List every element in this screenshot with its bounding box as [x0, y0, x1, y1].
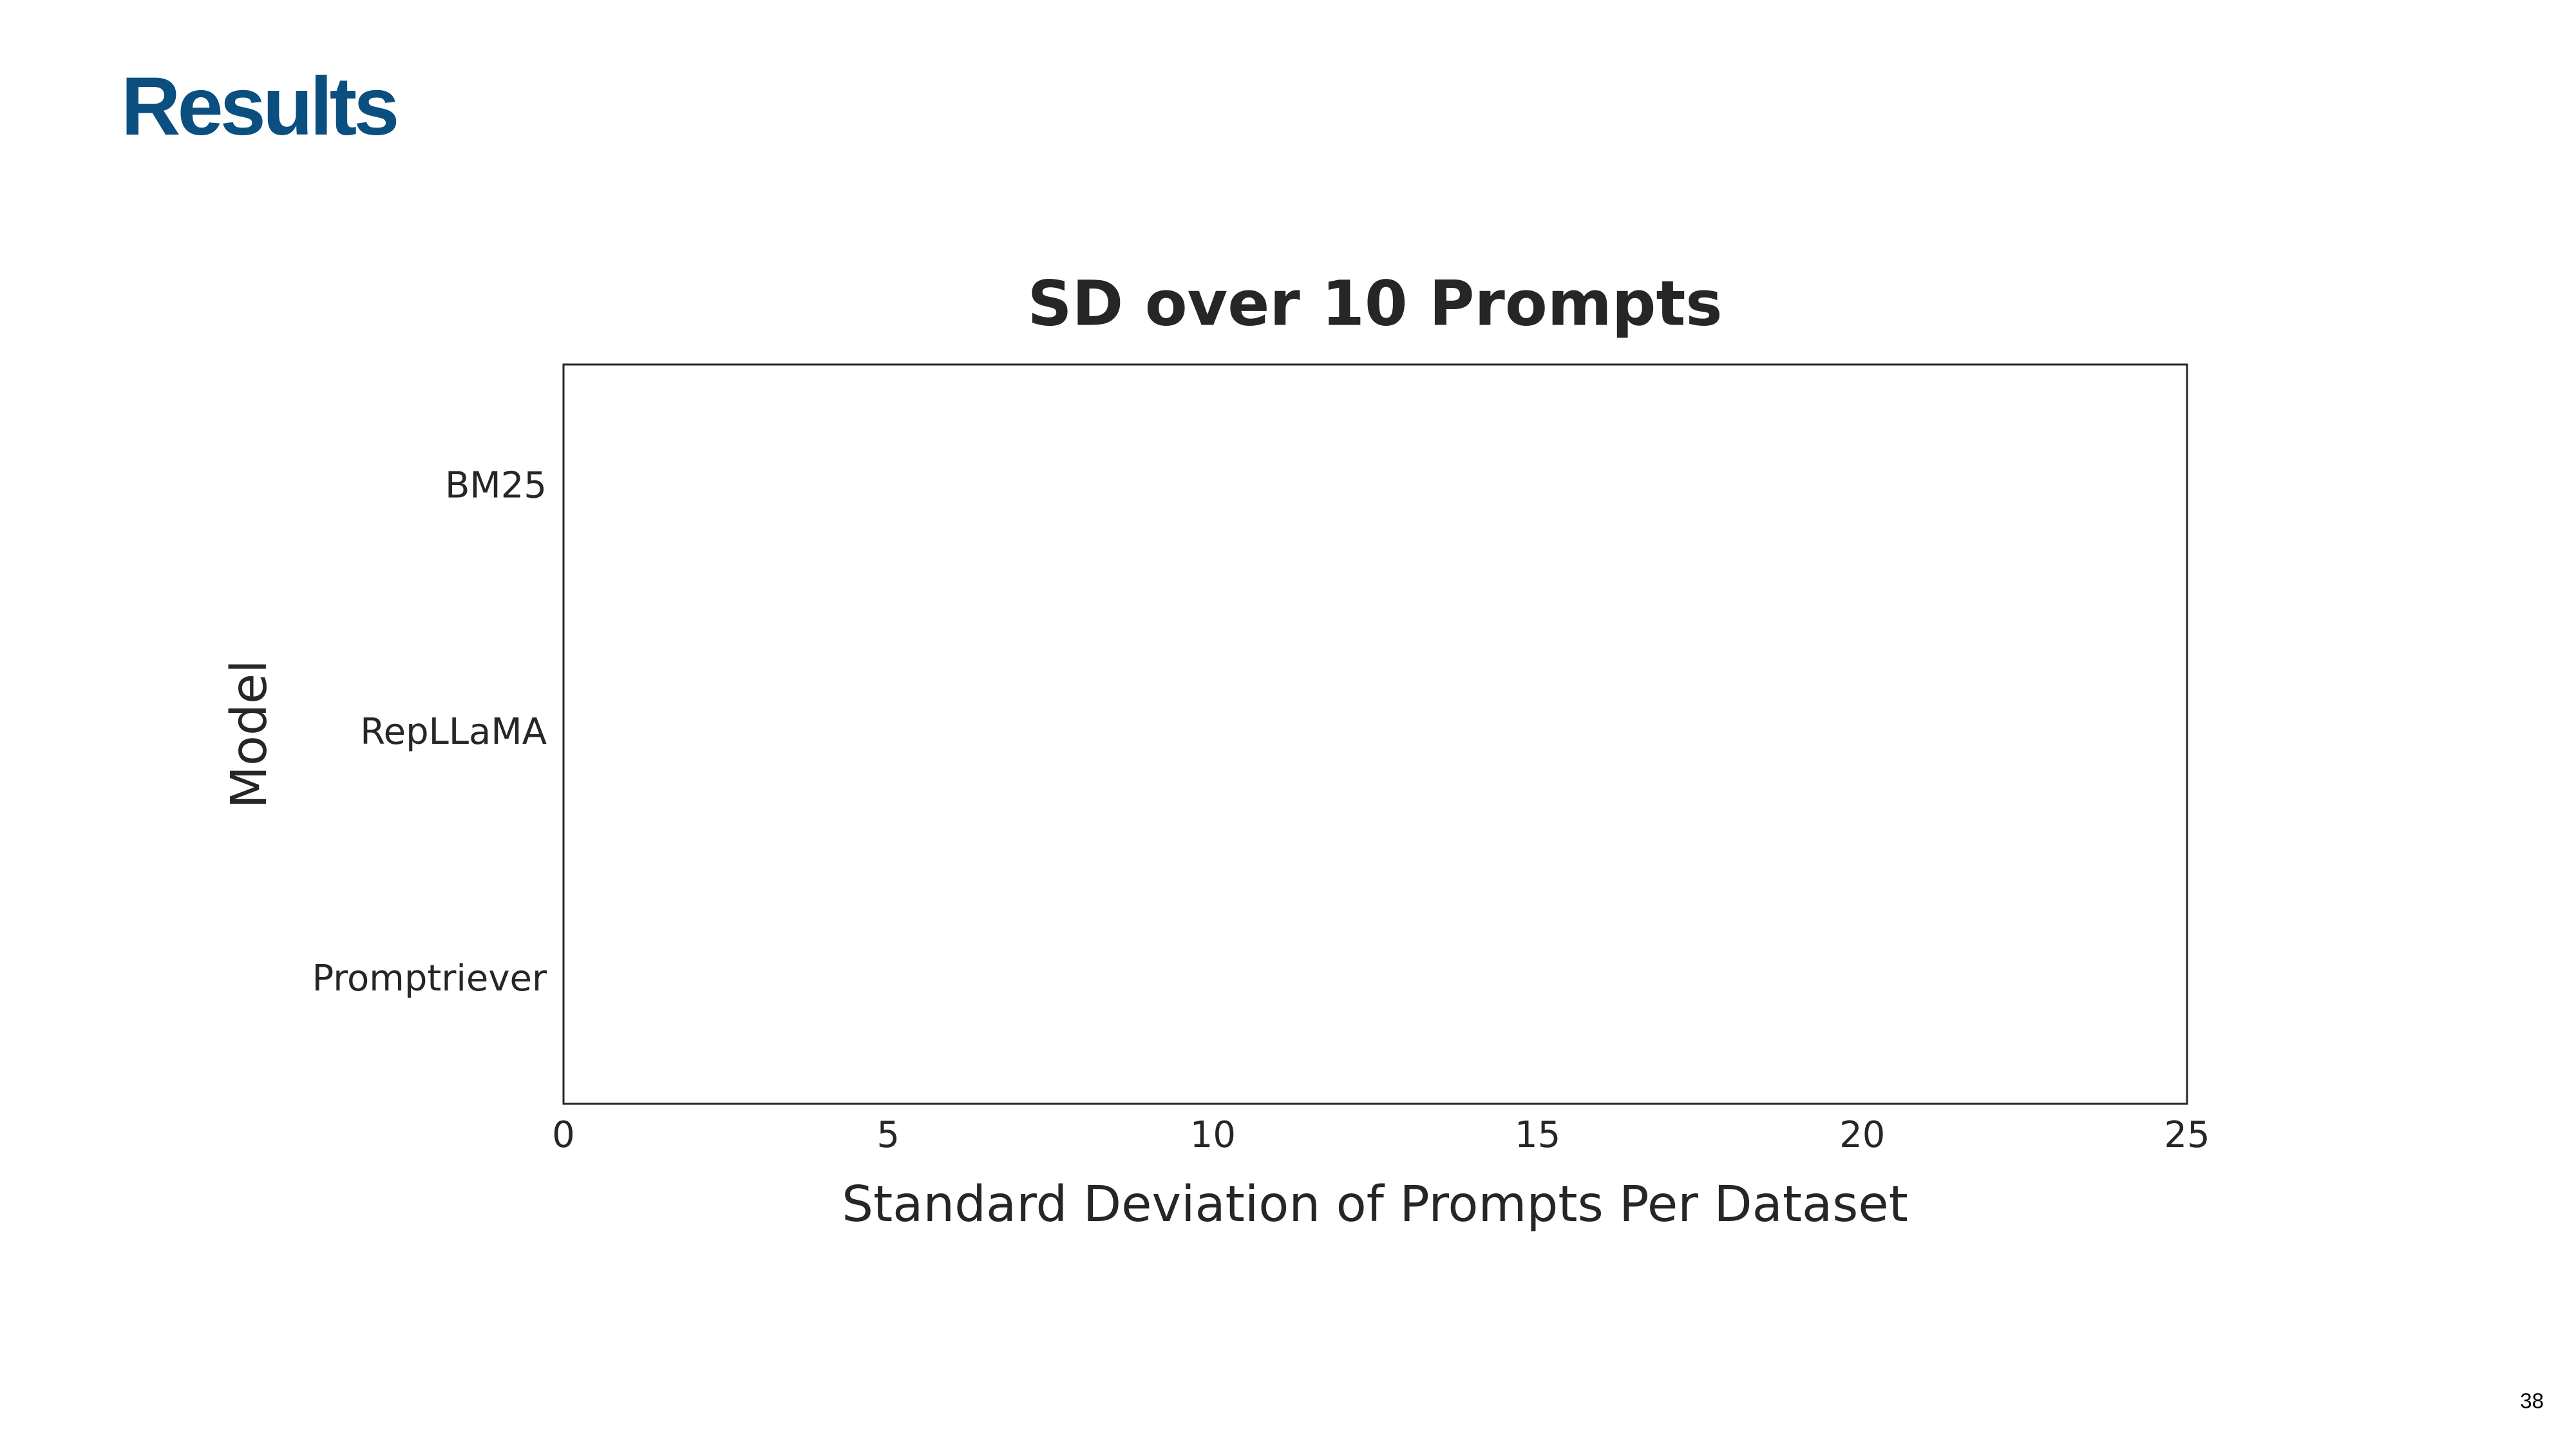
x-tick-label: 20: [1839, 1114, 1885, 1156]
x-tick-label: 5: [876, 1114, 900, 1156]
y-tick-label: RepLLaMA: [360, 711, 547, 753]
x-axis-label: Standard Deviation of Prompts Per Datase…: [842, 1176, 1908, 1233]
x-tick-label: 15: [1515, 1114, 1560, 1156]
plot-frame: [562, 363, 2188, 1105]
y-tick-label: BM25: [445, 464, 547, 506]
x-tick-label: 0: [552, 1114, 575, 1156]
slide-title: Results: [121, 61, 396, 153]
y-tick-label: Promptriever: [312, 958, 547, 999]
chart-title: SD over 10 Prompts: [1027, 267, 1722, 339]
x-tick-label: 25: [2164, 1114, 2210, 1156]
x-tick-label: 10: [1190, 1114, 1236, 1156]
page-number: 38: [2520, 1389, 2544, 1413]
y-axis-label: Model: [221, 659, 278, 808]
